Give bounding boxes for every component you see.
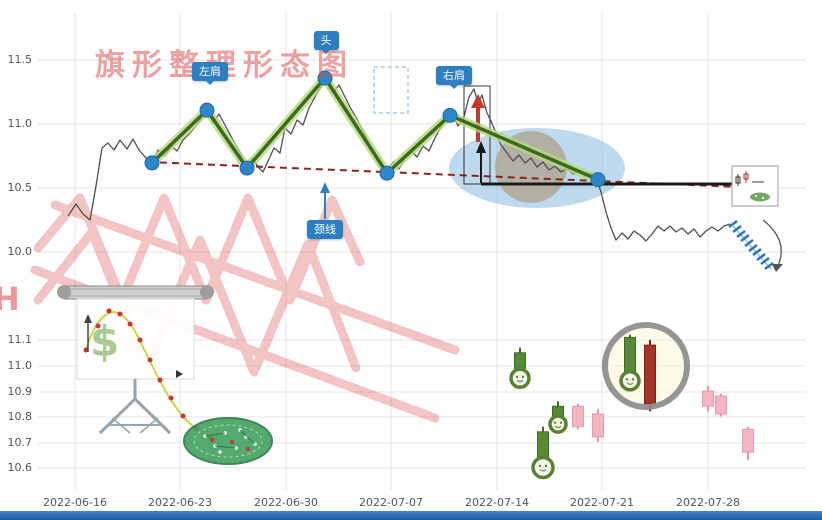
head-label: 头	[313, 31, 339, 54]
top-chart-y-tick-label: 10.5	[7, 181, 33, 194]
pattern-point-dot	[199, 102, 215, 118]
watermark-partial-letter: H	[0, 280, 20, 318]
pattern-point-dot	[590, 172, 606, 188]
marker-eye	[559, 421, 563, 424]
projector-screen-illustration: $	[57, 285, 218, 440]
marker-eye	[631, 378, 635, 381]
candle-highlight-ring	[602, 322, 690, 410]
bottom-taskbar[interactable]	[0, 511, 822, 520]
top-chart-y-tick-label: 11.0	[7, 117, 33, 130]
x-axis-date-label: 2022-07-21	[570, 496, 634, 509]
dashed-measure-rect	[373, 66, 409, 114]
marker-smile	[554, 425, 562, 429]
mini-board-icon	[750, 192, 770, 202]
x-axis-date-label: 2022-06-30	[254, 496, 318, 509]
mini-pattern-box	[731, 165, 779, 207]
candlestick	[592, 413, 604, 438]
top-chart-y-tick-label: 10.0	[7, 245, 33, 258]
x-axis-date-label: 2022-07-28	[676, 496, 740, 509]
marker-smile	[516, 379, 524, 383]
marker-smile	[539, 469, 547, 472]
neckline-arrow-head	[320, 182, 330, 193]
candlestick	[715, 395, 727, 415]
pcb-components	[210, 438, 250, 451]
pattern-point-dot	[239, 160, 255, 176]
x-axis-date-label: 2022-07-07	[359, 496, 423, 509]
marker-coin-icon	[548, 414, 568, 434]
pattern-point-dot	[144, 155, 160, 171]
marker-eye	[538, 464, 542, 468]
marker-eye	[515, 375, 519, 378]
bottom-chart-y-tick-label: 10.7	[7, 436, 33, 449]
neckline-label: 颈线	[307, 220, 343, 239]
candlestick	[572, 405, 584, 428]
red-up-arrow-head	[471, 94, 485, 108]
projection-curve-arrow	[762, 219, 783, 272]
right-arrow-icon	[176, 370, 183, 378]
marker-coin-icon	[531, 455, 555, 480]
candlestick	[644, 344, 656, 405]
pattern-point-dot	[379, 165, 395, 181]
black-up-arrow-head	[476, 141, 486, 153]
left-shoulder-label: 左肩	[192, 62, 228, 85]
right-shoulder-label: 右肩	[436, 66, 472, 89]
tripod-stand	[98, 379, 172, 435]
bottom-chart-y-tick-label: 10.6	[7, 461, 33, 474]
screen-bar-cap-icon	[57, 285, 71, 299]
dollar-icon: $	[90, 317, 119, 366]
marker-smile	[626, 382, 634, 385]
screen-bar-cap-icon	[200, 285, 214, 299]
marker-eye	[553, 421, 557, 424]
screen-top-bar	[61, 285, 210, 300]
bottom-chart-y-tick-label: 10.8	[7, 410, 33, 423]
candlestick	[702, 390, 714, 407]
pattern-point-dot	[442, 107, 458, 123]
bottom-chart-y-tick-label: 11.0	[7, 359, 33, 372]
top-chart-y-tick-label: 11.5	[7, 53, 33, 66]
marker-eye	[521, 375, 525, 378]
marker-coin-icon	[509, 367, 531, 389]
candlestick	[742, 428, 754, 453]
bottom-chart-y-tick-label: 10.9	[7, 385, 33, 398]
bottom-chart-y-tick-label: 11.1	[7, 333, 33, 346]
pattern-point-dot	[317, 70, 333, 86]
x-axis-date-label: 2022-06-23	[148, 496, 212, 509]
hatched-trendline	[728, 220, 774, 270]
marker-coin-icon	[619, 370, 641, 392]
projection-screen	[76, 298, 195, 380]
x-axis-date-label: 2022-06-16	[43, 496, 107, 509]
marker-eye	[544, 464, 548, 468]
chart-data-layer	[67, 66, 754, 480]
x-axis-date-label: 2022-07-14	[465, 496, 529, 509]
marker-eye	[625, 378, 629, 381]
pcb-traces	[204, 429, 256, 449]
circuit-board-illustration	[183, 417, 273, 465]
